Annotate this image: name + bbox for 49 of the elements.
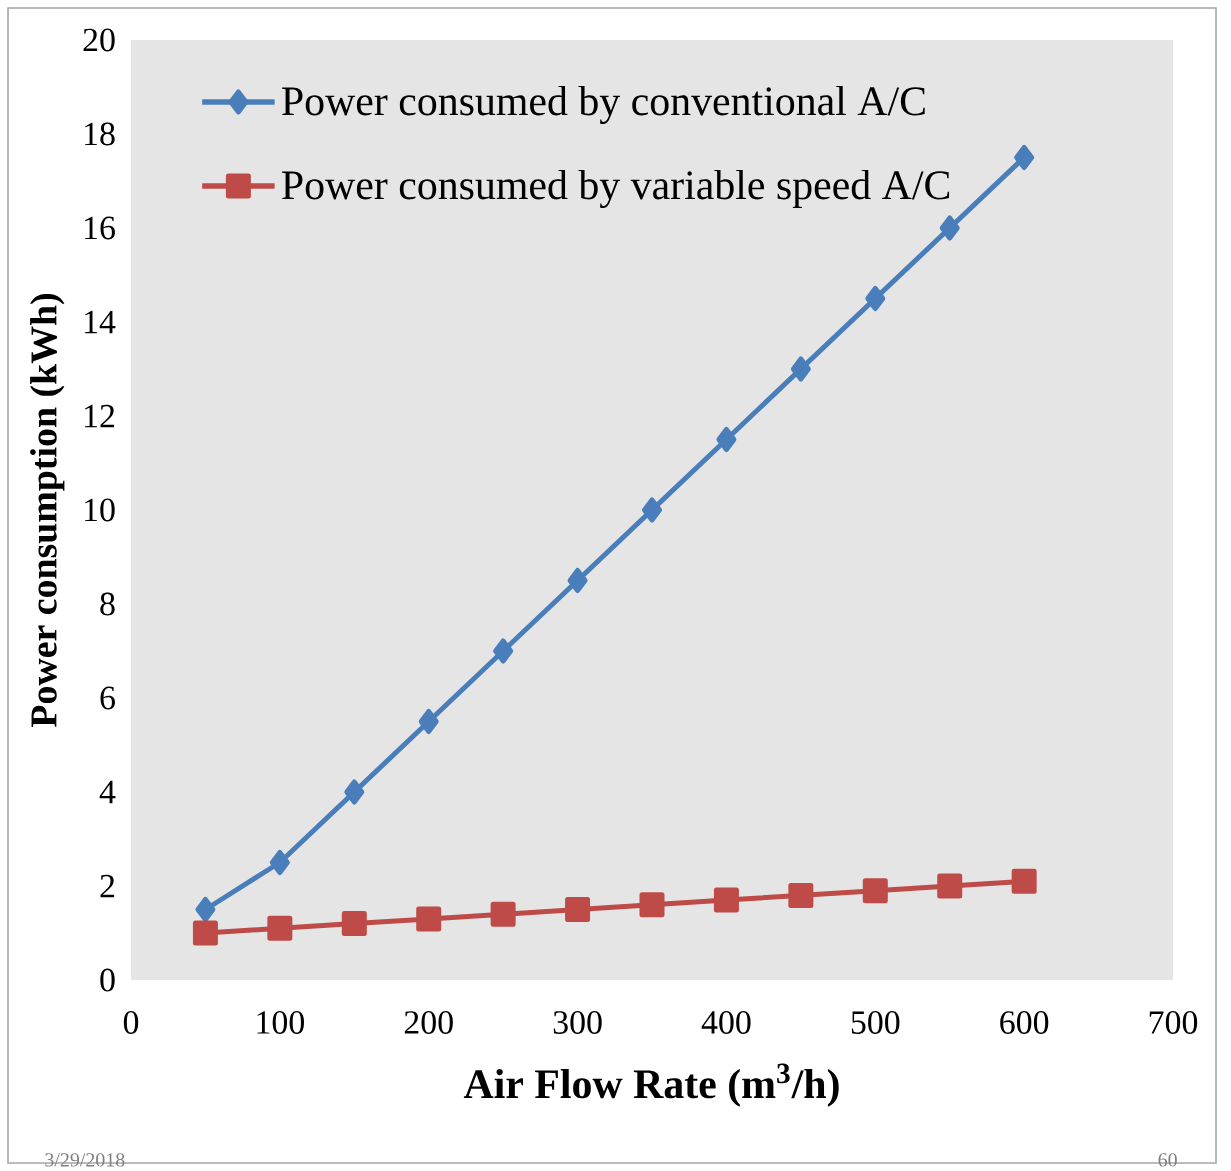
- x-tick-label: 100: [257, 1011, 304, 1034]
- x-tick-label: 700: [1149, 1011, 1198, 1034]
- x-tick-label: 500: [851, 1011, 900, 1034]
- point: [862, 878, 888, 904]
- point: [490, 901, 516, 927]
- point: [493, 638, 514, 664]
- point: [418, 709, 439, 734]
- y-tick-label: 12: [85, 404, 115, 428]
- legend-label: Power consumed by conventional A/C: [282, 85, 925, 125]
- text: 60: [1158, 1153, 1177, 1167]
- point: [1014, 144, 1035, 170]
- point: [267, 915, 293, 941]
- point: [713, 887, 739, 913]
- y-tick-label: 2: [100, 874, 115, 898]
- x-tick-label: 0: [123, 1011, 139, 1034]
- y-tick-label: 6: [100, 686, 115, 710]
- point: [716, 426, 737, 452]
- point: [1011, 868, 1037, 894]
- point: [939, 215, 960, 241]
- y-tick-label: 10: [85, 498, 115, 522]
- x-axis-title: Air Flow Rate (m$^{3}$/h): [463, 1063, 839, 1107]
- y-tick-label: 20: [83, 28, 115, 52]
- x-tick-label: 600: [1000, 1011, 1049, 1034]
- point: [865, 285, 886, 311]
- y-axis-title: Power consumption (kWh): [30, 294, 65, 728]
- point: [937, 873, 963, 899]
- point: [565, 897, 591, 922]
- y-tick-label: 18: [85, 122, 115, 146]
- y-tick-label: 16: [85, 216, 115, 240]
- point: [642, 497, 662, 523]
- point: [269, 850, 290, 875]
- point: [790, 356, 811, 382]
- x-tick-label: 300: [553, 1011, 602, 1034]
- x-tick-label: 400: [701, 1011, 751, 1034]
- y-tick-label: 4: [99, 780, 116, 804]
- point: [567, 567, 588, 593]
- y-tick-label: 14: [85, 310, 116, 334]
- y-tick-label: 8: [100, 592, 115, 616]
- legend-label: Power consumed by variable speed A/C: [282, 169, 950, 209]
- point: [192, 920, 218, 946]
- point: [341, 911, 367, 937]
- text: 3/29/2018: [45, 1153, 125, 1167]
- point: [416, 906, 442, 932]
- point: [344, 779, 365, 805]
- y-tick-label: 0: [100, 968, 115, 992]
- point: [195, 897, 216, 922]
- x-tick-label: 200: [404, 1011, 453, 1034]
- point: [788, 882, 814, 908]
- point: [639, 892, 665, 918]
